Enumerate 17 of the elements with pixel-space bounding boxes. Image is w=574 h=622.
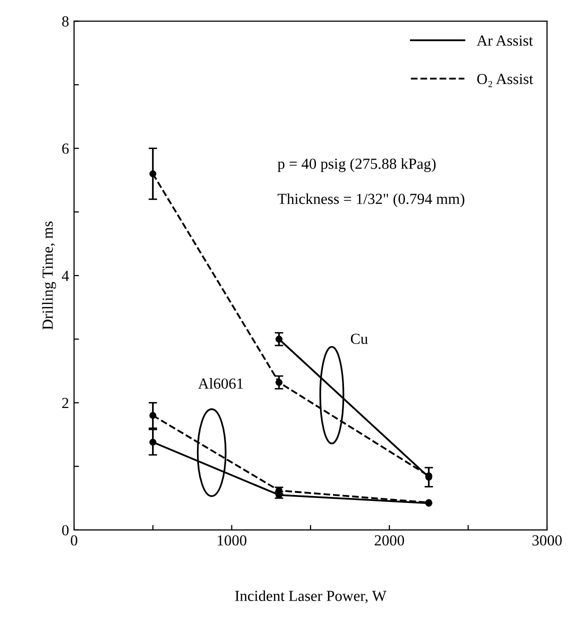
y-axis-title: Drilling Time, ms [42, 222, 56, 330]
annotation: p = 40 psig (275.88 kPag) [278, 158, 436, 172]
legend-label: O₂ Assist [477, 74, 534, 88]
y-tick-label: 2 [62, 398, 68, 408]
x-tick-label: 1000 [218, 535, 246, 546]
y-tick-label: 4 [62, 270, 69, 281]
x-tick-label: 2000 [374, 535, 404, 546]
x-tick-label: 3000 [532, 535, 562, 546]
legend-label: Ar Assist [476, 35, 533, 46]
y-tick-label: 0 [62, 525, 69, 536]
y-tick-label: 6 [62, 144, 69, 154]
annotation: Thickness = 1/32" (0.794 mm) [278, 193, 464, 208]
annotation: Al6061 [198, 378, 243, 389]
x-tick-label: 0 [70, 535, 78, 546]
x-axis-title: Incident Laser Power, W [235, 590, 386, 604]
y-tick-label: 8 [62, 16, 69, 27]
annotation: Cu [350, 334, 368, 344]
